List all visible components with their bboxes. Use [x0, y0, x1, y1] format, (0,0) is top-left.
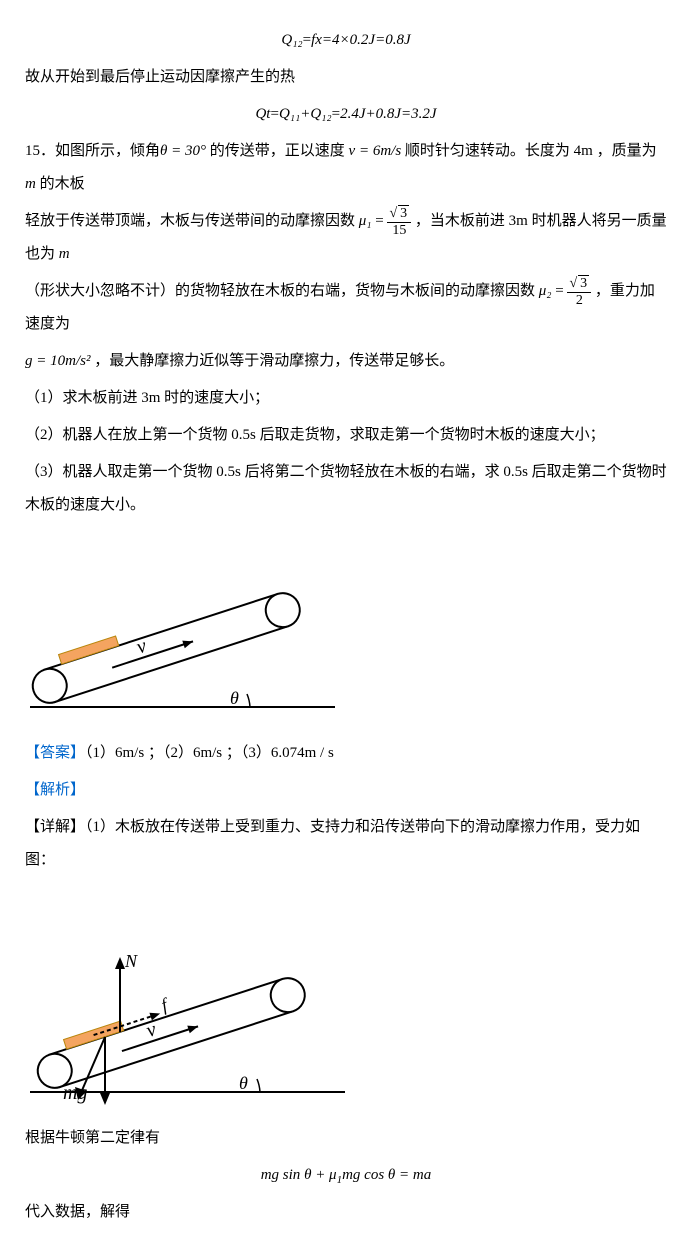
mu2-fraction: √3 2	[567, 275, 591, 308]
q15-line4: g = 10m/s² ，最大静摩擦力近似等于滑动摩擦力，传送带足够长。	[25, 345, 667, 378]
q15-line2: 轻放于传送带顶端，木板与传送带间的动摩擦因数 μ₁ = √3 15 ，当木板前进…	[25, 205, 667, 271]
explain-label: 【解析】	[25, 774, 667, 807]
mu1-den: 15	[387, 223, 411, 238]
detail-text: （1）木板放在传送带上受到重力、支持力和沿传送带向下的滑动摩擦力作用，受力如图：	[25, 819, 640, 868]
q15-part1: （1）求木板前进 3m 时的速度大小；	[25, 382, 667, 415]
q15-m2: m	[59, 246, 70, 262]
svg-text:θ: θ	[239, 1073, 248, 1093]
q15-g: g = 10m/s²	[25, 353, 90, 369]
mu2-den: 2	[567, 293, 591, 308]
q15-theta: θ = 30°	[160, 143, 206, 159]
q15-t4: 的木板	[36, 176, 85, 192]
svg-text:N: N	[124, 951, 138, 971]
detail-label: 【详解】	[25, 819, 85, 835]
text-line-1: 故从开始到最后停止运动因摩擦产生的热	[25, 61, 667, 94]
eq3-text: mg sin θ + μ1mg cos θ = ma	[261, 1167, 432, 1183]
mu1-symbol: μ₁	[359, 213, 372, 229]
q15-part3: （3）机器人取走第一个货物 0.5s 后将第二个货物轻放在木板的右端，求 0.5…	[25, 456, 667, 522]
q15-t3: 顺时针匀速转动。长度为 4m ，质量为	[401, 143, 656, 159]
conveyor-diagram-2: v f N	[25, 887, 667, 1107]
final-line: 代入数据，解得	[25, 1196, 667, 1229]
answer-text: （1）6m/s ；（2）6m/s ；（3）6.074m / s	[85, 745, 334, 761]
answer-line: 【答案】（1）6m/s ；（2）6m/s ；（3）6.074m / s	[25, 737, 667, 770]
q15-m: m	[25, 176, 36, 192]
q15-number: 15．	[25, 143, 55, 159]
mu1-fraction: √3 15	[387, 205, 411, 238]
equation-newton: mg sin θ + μ1mg cos θ = ma	[25, 1159, 667, 1192]
q15-line3: （形状大小忽略不计）的货物轻放在木板的右端，货物与木板间的动摩擦因数 μ₂ = …	[25, 275, 667, 341]
svg-text:θ: θ	[230, 688, 239, 708]
eq2-rhs: 2.4J+0.8J=3.2J	[340, 106, 436, 122]
eq1-lhs: Q₁₂	[281, 32, 302, 48]
q15-t2: 的传送带，正以速度	[206, 143, 349, 159]
eq2-mid: Q₁₁+Q₁₂	[279, 106, 332, 122]
q15-line1: 15．如图所示，倾角θ = 30° 的传送带，正以速度 v = 6m/s 顺时针…	[25, 135, 667, 201]
q15-v: v = 6m/s	[349, 143, 402, 159]
answer-label: 【答案】	[25, 745, 85, 761]
conveyor-diagram-1: v θ	[25, 532, 667, 722]
mu2-symbol: μ₂	[539, 283, 552, 299]
eq2-lhs: Qt	[255, 106, 270, 122]
svg-text:mg: mg	[63, 1082, 87, 1104]
newton-text: 根据牛顿第二定律有	[25, 1122, 667, 1155]
equation-q12: Q₁₂=fx=4×0.2J=0.8J	[25, 24, 667, 57]
detail-line: 【详解】（1）木板放在传送带上受到重力、支持力和沿传送带向下的滑动摩擦力作用，受…	[25, 811, 667, 877]
equation-qt: Qt=Q₁₁+Q₁₂=2.4J+0.8J=3.2J	[25, 98, 667, 131]
q15-t7: （形状大小忽略不计）的货物轻放在木板的右端，货物与木板间的动摩擦因数	[25, 283, 539, 299]
q15-t9: ，最大静摩擦力近似等于滑动摩擦力，传送带足够长。	[90, 353, 454, 369]
q15-part2: （2）机器人在放上第一个货物 0.5s 后取走货物，求取走第一个货物时木板的速度…	[25, 419, 667, 452]
svg-text:f: f	[159, 994, 173, 1015]
q15-t5: 轻放于传送带顶端，木板与传送带间的动摩擦因数	[25, 213, 359, 229]
eq1-rhs: fx=4×0.2J=0.8J	[311, 32, 411, 48]
q15-t1: 如图所示，倾角	[55, 143, 160, 159]
